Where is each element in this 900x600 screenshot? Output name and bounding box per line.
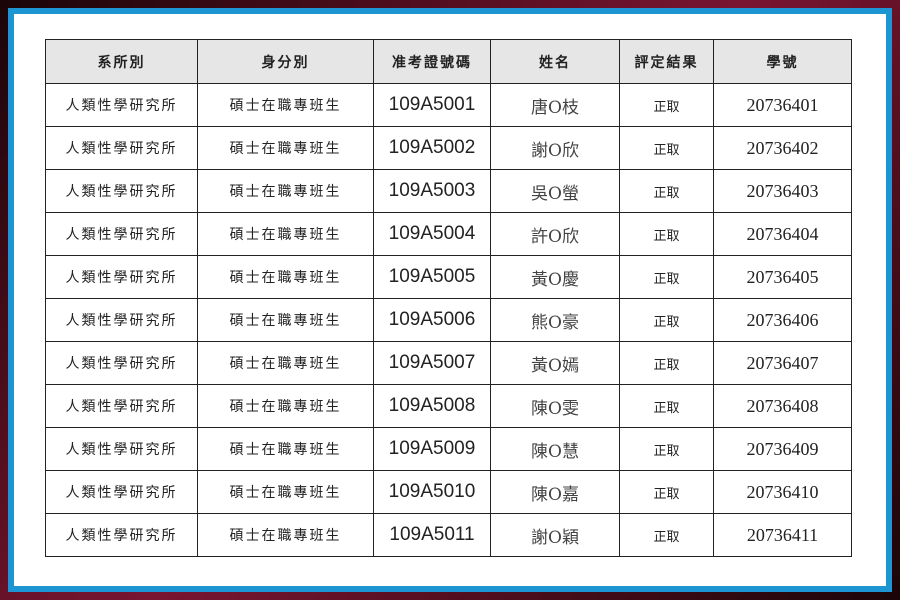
cell-name: 黃O慶	[490, 255, 620, 299]
cell-ident: 碩士在職專班生	[197, 513, 374, 557]
cell-result: 正取	[619, 298, 714, 342]
cell-ident: 碩士在職專班生	[197, 169, 374, 213]
cell-dept: 人類性學研究所	[45, 83, 198, 127]
cell-dept: 人類性學研究所	[45, 126, 198, 170]
cell-name: 謝O欣	[490, 126, 620, 170]
cell-result: 正取	[619, 169, 714, 213]
cell-exam: 109A5004	[373, 212, 491, 256]
cell-ident: 碩士在職專班生	[197, 212, 374, 256]
header-result: 評定結果	[619, 39, 714, 84]
table-row: 人類性學研究所 碩士在職專班生 109A5005 黃O慶 正取 20736405	[45, 255, 852, 299]
cell-exam: 109A5011	[373, 513, 491, 557]
cell-exam: 109A5009	[373, 427, 491, 471]
cell-sid: 20736402	[713, 126, 852, 170]
header-name: 姓名	[490, 39, 620, 84]
cell-exam: 109A5002	[373, 126, 491, 170]
cell-exam: 109A5003	[373, 169, 491, 213]
cell-result: 正取	[619, 126, 714, 170]
cell-ident: 碩士在職專班生	[197, 470, 374, 514]
cell-result: 正取	[619, 341, 714, 385]
cell-sid: 20736411	[713, 513, 852, 557]
header-dept: 系所別	[45, 39, 198, 84]
cell-exam: 109A5005	[373, 255, 491, 299]
cell-exam: 109A5006	[373, 298, 491, 342]
header-exam-number: 准考證號碼	[373, 39, 491, 84]
cell-exam: 109A5010	[373, 470, 491, 514]
cell-ident: 碩士在職專班生	[197, 384, 374, 428]
cell-result: 正取	[619, 427, 714, 471]
cell-result: 正取	[619, 83, 714, 127]
cell-ident: 碩士在職專班生	[197, 126, 374, 170]
cell-dept: 人類性學研究所	[45, 212, 198, 256]
cell-dept: 人類性學研究所	[45, 298, 198, 342]
cell-name: 吳O螢	[490, 169, 620, 213]
cell-result: 正取	[619, 212, 714, 256]
table-row: 人類性學研究所 碩士在職專班生 109A5003 吳O螢 正取 20736403	[45, 169, 852, 213]
cell-sid: 20736408	[713, 384, 852, 428]
cell-result: 正取	[619, 384, 714, 428]
cell-ident: 碩士在職專班生	[197, 427, 374, 471]
table-row: 人類性學研究所 碩士在職專班生 109A5004 許O欣 正取 20736404	[45, 212, 852, 256]
table-row: 人類性學研究所 碩士在職專班生 109A5007 黃O嫣 正取 20736407	[45, 341, 852, 385]
cell-name: 許O欣	[490, 212, 620, 256]
cell-sid: 20736405	[713, 255, 852, 299]
cell-name: 黃O嫣	[490, 341, 620, 385]
cell-exam: 109A5001	[373, 83, 491, 127]
table-row: 人類性學研究所 碩士在職專班生 109A5011 謝O穎 正取 20736411	[45, 513, 852, 557]
cell-dept: 人類性學研究所	[45, 169, 198, 213]
cell-name: 唐O枝	[490, 83, 620, 127]
cell-dept: 人類性學研究所	[45, 513, 198, 557]
cell-name: 謝O穎	[490, 513, 620, 557]
cell-sid: 20736404	[713, 212, 852, 256]
cell-dept: 人類性學研究所	[45, 341, 198, 385]
cell-result: 正取	[619, 255, 714, 299]
cell-result: 正取	[619, 470, 714, 514]
cell-ident: 碩士在職專班生	[197, 341, 374, 385]
cell-sid: 20736406	[713, 298, 852, 342]
cell-ident: 碩士在職專班生	[197, 255, 374, 299]
cell-sid: 20736409	[713, 427, 852, 471]
cell-name: 陳O嘉	[490, 470, 620, 514]
cell-exam: 109A5007	[373, 341, 491, 385]
cell-dept: 人類性學研究所	[45, 470, 198, 514]
cell-exam: 109A5008	[373, 384, 491, 428]
header-row: 系所別 身分別 准考證號碼 姓名 評定結果 學號	[45, 39, 852, 84]
cell-name: 陳O雯	[490, 384, 620, 428]
cell-name: 陳O慧	[490, 427, 620, 471]
cell-name: 熊O豪	[490, 298, 620, 342]
cell-ident: 碩士在職專班生	[197, 83, 374, 127]
admission-table: 系所別 身分別 准考證號碼 姓名 評定結果 學號 人類性學研究所 碩士在職專班生 109A50…	[45, 39, 852, 557]
header-student-id: 學號	[713, 39, 852, 84]
table-row: 人類性學研究所 碩士在職專班生 109A5002 謝O欣 正取 20736402	[45, 126, 852, 170]
table-row: 人類性學研究所 碩士在職專班生 109A5010 陳O嘉 正取 20736410	[45, 470, 852, 514]
cell-dept: 人類性學研究所	[45, 384, 198, 428]
header-identity: 身分別	[197, 39, 374, 84]
cell-dept: 人類性學研究所	[45, 427, 198, 471]
cell-sid: 20736403	[713, 169, 852, 213]
cell-ident: 碩士在職專班生	[197, 298, 374, 342]
cell-sid: 20736401	[713, 83, 852, 127]
cell-sid: 20736407	[713, 341, 852, 385]
cell-result: 正取	[619, 513, 714, 557]
table-row: 人類性學研究所 碩士在職專班生 109A5009 陳O慧 正取 20736409	[45, 427, 852, 471]
cell-sid: 20736410	[713, 470, 852, 514]
table-row: 人類性學研究所 碩士在職專班生 109A5008 陳O雯 正取 20736408	[45, 384, 852, 428]
table-row: 人類性學研究所 碩士在職專班生 109A5001 唐O枝 正取 20736401	[45, 83, 852, 127]
cell-dept: 人類性學研究所	[45, 255, 198, 299]
table-row: 人類性學研究所 碩士在職專班生 109A5006 熊O豪 正取 20736406	[45, 298, 852, 342]
